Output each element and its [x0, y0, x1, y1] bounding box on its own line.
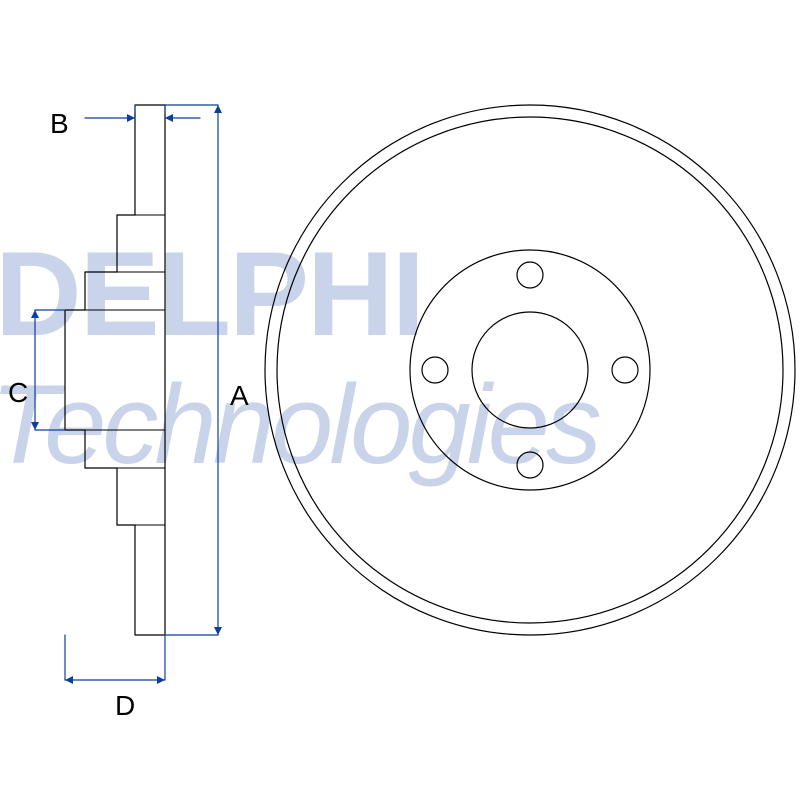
diagram-canvas: DELPHI Technologies A B C D — [0, 0, 800, 800]
dim-label-b: B — [50, 108, 69, 140]
dim-label-c: C — [8, 377, 28, 409]
dim-label-d: D — [115, 690, 135, 722]
dim-label-a: A — [230, 380, 249, 412]
engineering-drawing-svg — [0, 0, 800, 800]
